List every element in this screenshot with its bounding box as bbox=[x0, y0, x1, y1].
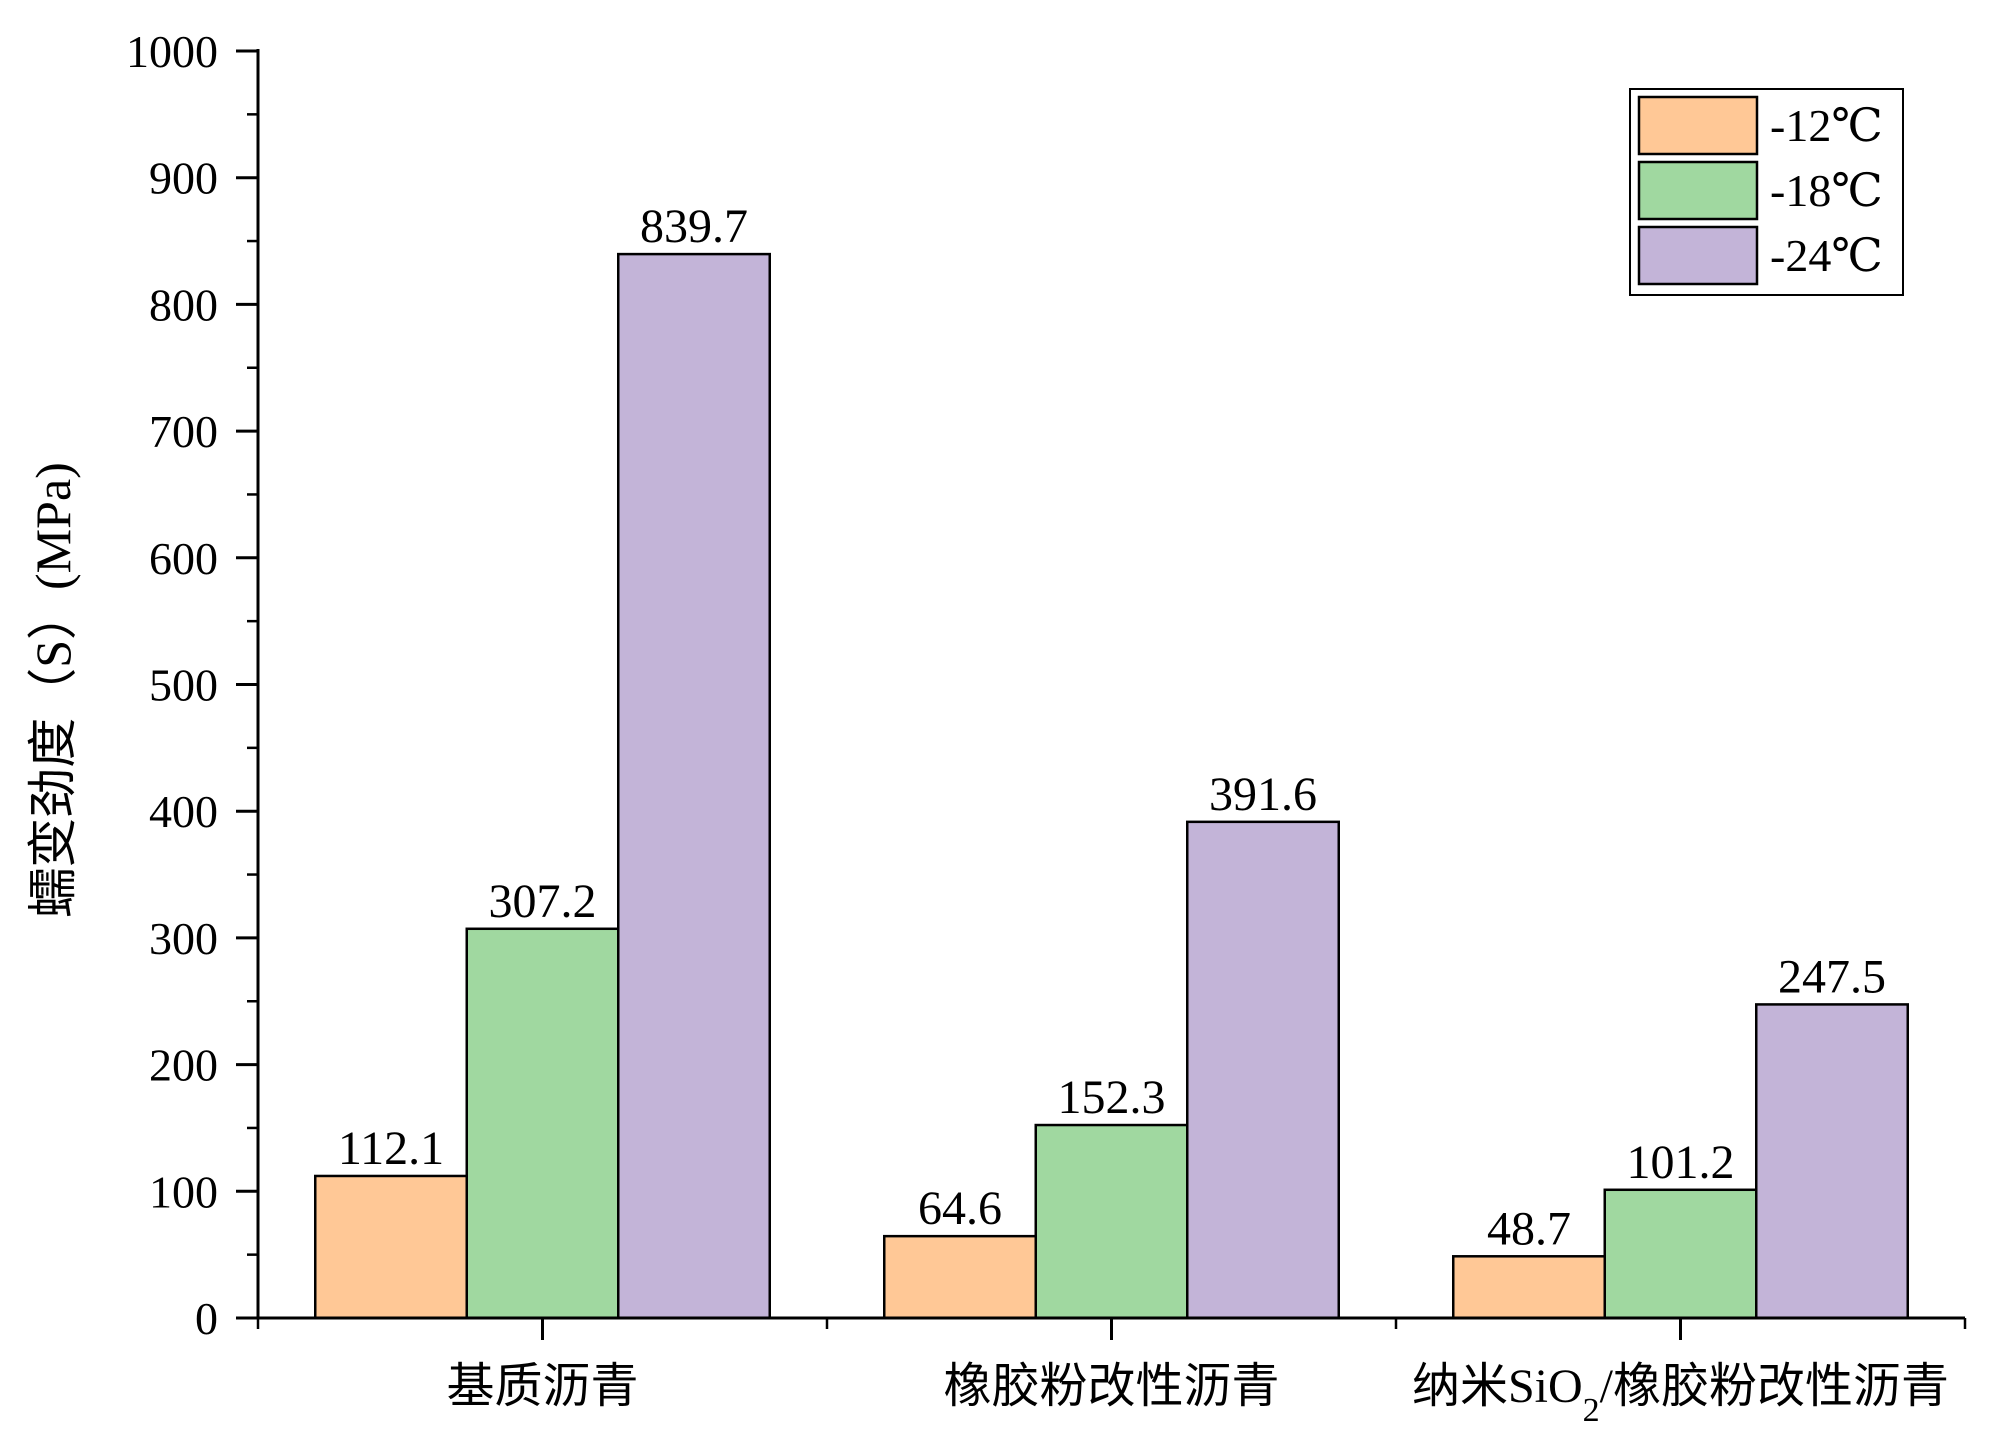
data-label: 64.6 bbox=[918, 1182, 1002, 1235]
y-tick-label: 400 bbox=[149, 786, 218, 837]
y-tick-label: 100 bbox=[149, 1166, 218, 1217]
data-labels-group: 112.1 307.2 839.7 64.6 152.3 391.6 48.7 101.2 24… bbox=[338, 200, 1886, 1255]
y-tick-label: 500 bbox=[149, 660, 218, 711]
bars-group bbox=[314, 252, 1909, 1320]
y-tick-label: 700 bbox=[149, 406, 218, 457]
data-label: 391.6 bbox=[1209, 768, 1317, 821]
x-tick-label: 橡胶粉改性沥青 bbox=[943, 1360, 1279, 1413]
data-label: 839.7 bbox=[640, 200, 748, 253]
legend-swatch bbox=[1637, 95, 1759, 156]
data-label: 152.3 bbox=[1058, 1071, 1166, 1124]
y-tick-label: 800 bbox=[149, 279, 218, 330]
x-tick-label: 纳米SiO2/橡胶粉改性沥青 bbox=[1412, 1360, 1949, 1427]
data-label: 307.2 bbox=[489, 875, 597, 928]
y-tick-label: 0 bbox=[195, 1293, 218, 1344]
legend-label: -18℃ bbox=[1770, 165, 1883, 216]
legend-swatch bbox=[1637, 160, 1759, 221]
legend: -12℃ -18℃ -24℃ bbox=[1629, 88, 1904, 296]
x-tick-label: 基质沥青 bbox=[446, 1360, 638, 1413]
bar-3-series-3 bbox=[1755, 1003, 1909, 1320]
bar-2-series-2 bbox=[1034, 1123, 1189, 1320]
y-axis-label: 蠕变劲度（S）(MPa) bbox=[25, 462, 81, 918]
y-tick-label: 200 bbox=[149, 1040, 218, 1091]
data-label: 247.5 bbox=[1778, 950, 1886, 1003]
bar-2-series-1 bbox=[883, 1234, 1037, 1320]
bar-1-series-3 bbox=[617, 252, 771, 1320]
bar-1-series-1 bbox=[314, 1174, 468, 1320]
data-label: 101.2 bbox=[1627, 1136, 1735, 1189]
legend-swatch bbox=[1637, 225, 1759, 286]
data-label: 48.7 bbox=[1487, 1202, 1571, 1255]
y-tick-label: 1000 bbox=[126, 26, 218, 77]
bar-2-series-3 bbox=[1186, 820, 1340, 1320]
legend-label: -24℃ bbox=[1770, 230, 1883, 281]
bar-3-series-1 bbox=[1452, 1255, 1606, 1320]
y-tick-label: 300 bbox=[149, 913, 218, 964]
bar-1-series-2 bbox=[465, 927, 620, 1320]
y-tick-label: 900 bbox=[149, 153, 218, 204]
y-tick-label: 600 bbox=[149, 533, 218, 584]
data-label: 112.1 bbox=[338, 1122, 444, 1175]
bar-3-series-2 bbox=[1603, 1188, 1758, 1320]
legend-label: -12℃ bbox=[1770, 100, 1883, 151]
